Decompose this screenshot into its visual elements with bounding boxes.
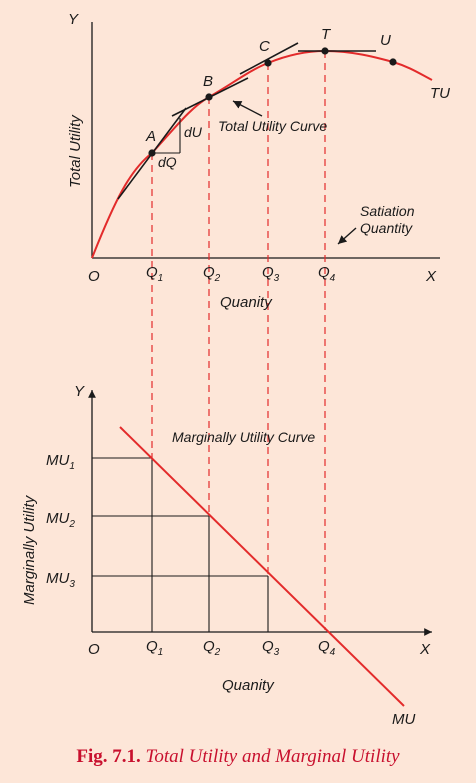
figure-title: Total Utility and Marginal Utility (145, 746, 400, 767)
point-t (321, 47, 329, 55)
mu-q3-label: Q3 (262, 638, 280, 658)
mu-x-title: Quanity (222, 677, 275, 694)
label-t: T (321, 26, 332, 43)
mu-q2-label: Q2 (203, 638, 221, 658)
tu-curve-annotation: Total Utility Curve (218, 118, 327, 134)
mu1-label: MU1 (46, 452, 75, 472)
mu-y-title: Marginally Utility (21, 494, 38, 605)
mu2-label: MU2 (46, 510, 75, 530)
label-c: C (259, 38, 270, 55)
tu-q2-label: Q2 (203, 264, 221, 284)
mu-q1-label: Q1 (146, 638, 163, 658)
tu-x-axis-label: X (425, 268, 437, 285)
figure: A B C T U dU dQ TU Total Utility Curve S… (21, 11, 450, 728)
total-utility-panel: A B C T U dU dQ TU Total Utility Curve S… (67, 11, 450, 630)
label-tu: TU (430, 85, 450, 102)
tu-q3-label: Q3 (262, 264, 280, 284)
tangent-at-c (239, 42, 299, 75)
mu-y-axis-label: Y (74, 383, 85, 400)
tu-q4-label: Q4 (318, 264, 336, 284)
tu-x-title: Quanity (220, 294, 273, 311)
satiation-arrow (337, 227, 357, 245)
tu-y-axis-label: Y (68, 11, 79, 28)
marginal-utility-panel: Marginally Utility Curve MU MU1 MU2 MU3 … (21, 383, 432, 728)
tu-q1-label: Q1 (146, 264, 163, 284)
tu-annotation-arrow (232, 100, 263, 117)
mu-curve (119, 426, 405, 707)
satiation-label-line1: Satiation (360, 203, 415, 219)
tu-y-title: Total Utility (67, 114, 84, 188)
label-b: B (203, 73, 213, 90)
satiation-label-line2: Quantity (360, 220, 413, 236)
figure-number: Fig. 7.1. (76, 746, 141, 767)
figure-caption: Fig. 7.1. Total Utility and Marginal Uti… (0, 746, 476, 768)
mu-origin-label: O (88, 641, 100, 658)
mu-x-axis-label: X (419, 641, 431, 658)
point-a (148, 149, 156, 157)
label-mu: MU (392, 711, 415, 728)
point-u (389, 58, 397, 66)
label-du: dU (184, 124, 203, 140)
label-a: A (145, 128, 156, 145)
mu-curve-annotation: Marginally Utility Curve (172, 429, 315, 445)
tu-origin-label: O (88, 268, 100, 285)
point-b (205, 93, 213, 101)
mu-q4-label: Q4 (318, 638, 336, 658)
point-c (264, 59, 272, 67)
label-dq: dQ (158, 154, 177, 170)
mu3-label: MU3 (46, 570, 75, 590)
label-u: U (380, 32, 391, 49)
